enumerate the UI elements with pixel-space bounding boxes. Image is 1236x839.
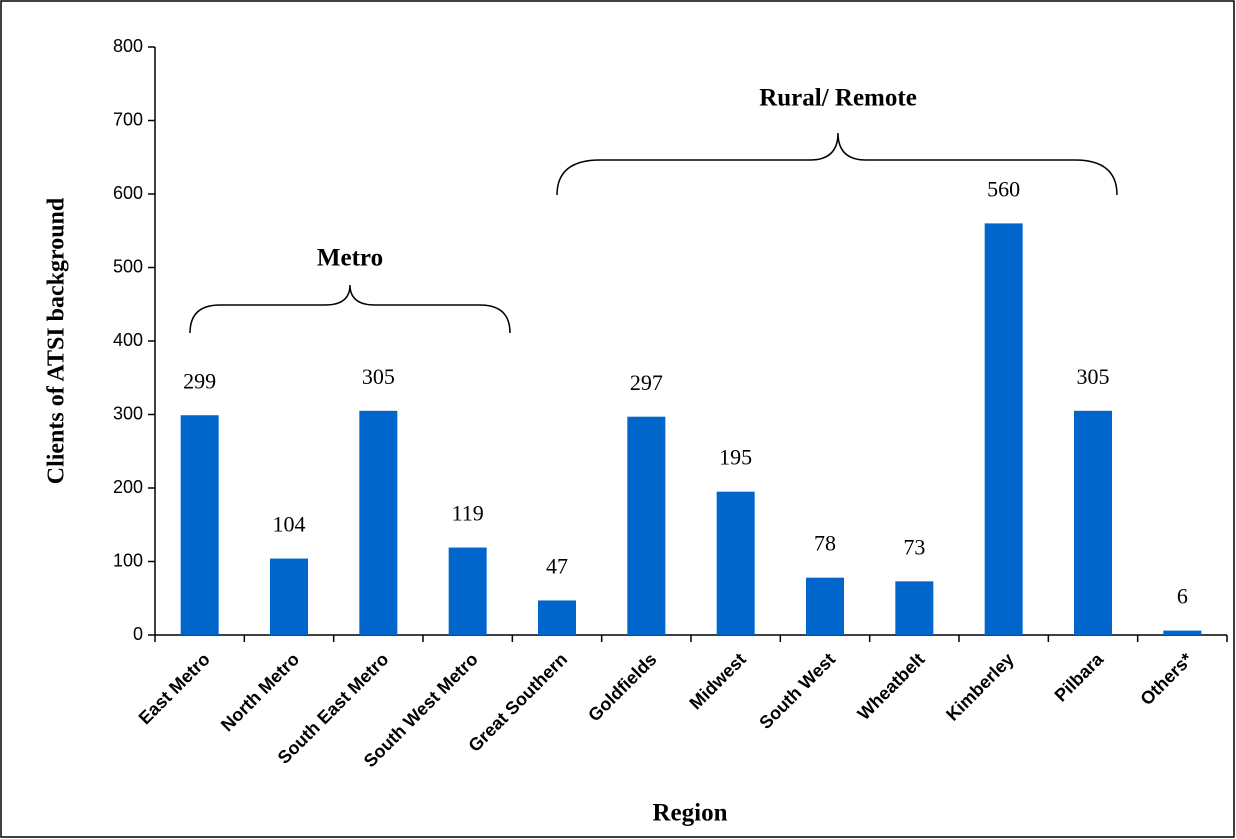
- data-label: 299: [183, 368, 216, 393]
- bar: [180, 415, 219, 635]
- annotation: Metro: [317, 245, 383, 272]
- x-axis-label: Region: [653, 800, 728, 827]
- data-label: 73: [903, 534, 925, 559]
- y-tick-label: 0: [133, 624, 143, 644]
- y-tick-label: 600: [113, 183, 143, 203]
- y-tick-label: 300: [113, 403, 143, 423]
- data-label: 297: [630, 370, 663, 395]
- bar: [270, 558, 308, 635]
- bar: [538, 600, 576, 635]
- data-label: 305: [362, 364, 395, 389]
- data-label: 47: [546, 554, 568, 579]
- bar: [448, 547, 487, 635]
- rural-brace: [556, 132, 1118, 196]
- data-label: 6: [1177, 584, 1188, 609]
- annotation: Rural/ Remote: [759, 85, 917, 112]
- y-tick-label: 500: [113, 256, 143, 276]
- bar: [359, 410, 398, 635]
- y-tick-label: 400: [113, 330, 143, 350]
- y-tick-label: 700: [113, 109, 143, 129]
- data-label: 560: [987, 176, 1020, 201]
- data-label: 78: [814, 531, 836, 556]
- data-label: 305: [1077, 364, 1110, 389]
- data-label: 119: [452, 501, 484, 526]
- data-label: 104: [273, 512, 306, 537]
- y-tick-label: 800: [113, 36, 143, 56]
- data-label: 195: [719, 445, 752, 470]
- bar: [1163, 630, 1202, 635]
- y-tick-label: 200: [113, 477, 143, 497]
- bar: [627, 416, 666, 635]
- y-axis-label: Clients of ATSI background: [44, 197, 70, 484]
- y-tick-label: 100: [113, 550, 143, 570]
- bar: [984, 223, 1023, 635]
- bar: [895, 581, 934, 635]
- bar: [716, 491, 755, 635]
- bar: [806, 577, 844, 635]
- metro-brace: [189, 284, 511, 334]
- bar: [1074, 410, 1112, 635]
